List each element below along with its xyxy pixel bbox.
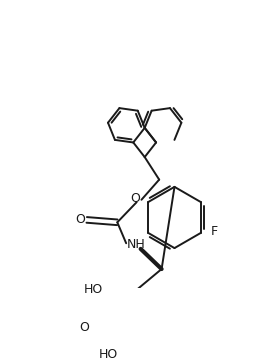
Text: HO: HO <box>99 348 118 358</box>
Text: O: O <box>79 320 89 334</box>
Text: O: O <box>130 192 140 205</box>
Text: O: O <box>75 213 85 226</box>
Text: F: F <box>210 225 217 238</box>
Text: HO: HO <box>84 283 103 296</box>
Text: NH: NH <box>127 238 145 251</box>
